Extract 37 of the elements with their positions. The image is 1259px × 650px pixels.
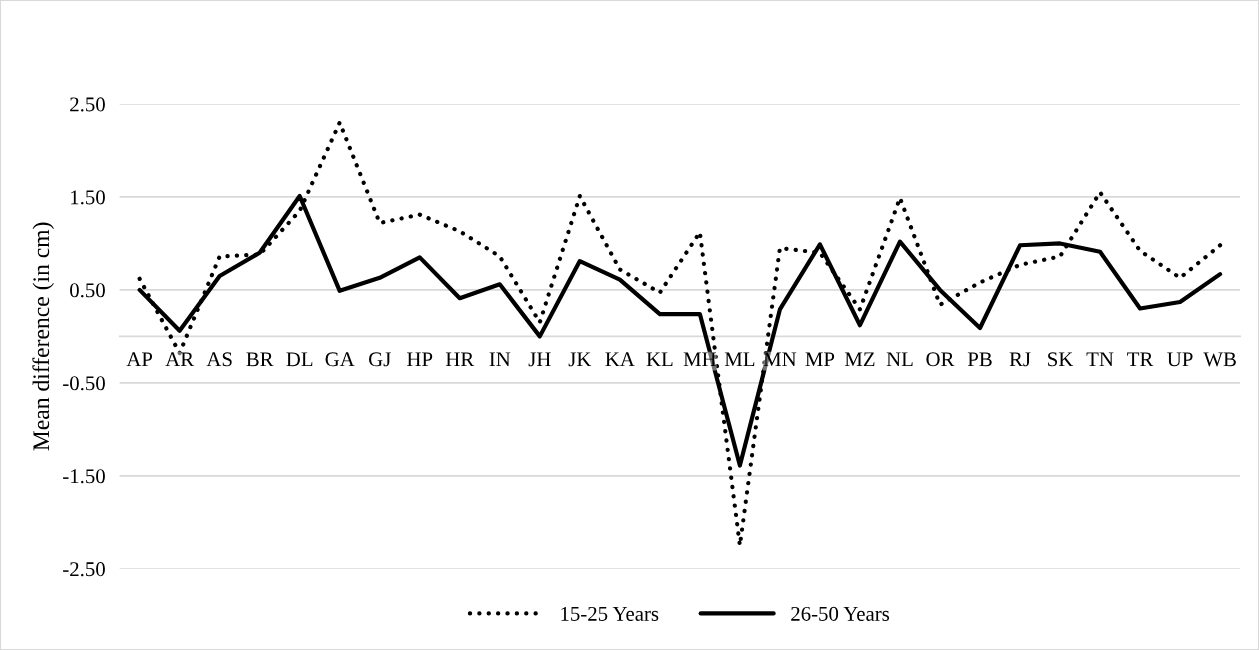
x-tick-label: RJ [1009, 352, 1031, 367]
x-tick-label: GA [325, 352, 355, 367]
x-tick-label: JK [568, 352, 592, 367]
y-axis-title: Mean difference (in cm) [32, 222, 54, 451]
x-tick-label: HR [445, 352, 475, 367]
x-tick-label: MZ [844, 352, 875, 367]
x-tick-label: JH [528, 352, 551, 367]
x-tick-label: GJ [369, 352, 391, 367]
x-tick-label: SK [1048, 352, 1074, 367]
y-tick-label: -2.50 [63, 562, 105, 577]
x-tick-label: ML [724, 352, 755, 367]
x-tick-label: BR [246, 352, 274, 367]
x-tick-label: MH [683, 352, 717, 367]
x-tick-label: TN [1086, 352, 1114, 367]
x-tick-label: TR [1127, 352, 1154, 367]
x-tick-label: HP [407, 352, 433, 367]
y-tick-label: -0.50 [63, 376, 105, 391]
x-tick-label: MP [805, 352, 835, 367]
x-tick-label: OR [926, 352, 955, 367]
y-tick-label: 1.50 [71, 190, 105, 205]
x-tick-label: UP [1167, 352, 1193, 367]
x-tick-label: AP [126, 352, 153, 367]
legend-label: 26-50 Years [791, 606, 890, 621]
x-tick-label: AR [165, 352, 195, 367]
legend-label: 15-25 Years [561, 606, 659, 621]
x-tick-label: KL [646, 352, 673, 367]
y-tick-label: 2.50 [70, 97, 105, 112]
x-tick-label: DL [286, 352, 313, 367]
x-tick-label: WB [1203, 352, 1236, 367]
y-tick-label: 0.50 [70, 283, 105, 298]
x-tick-label: PB [967, 352, 992, 367]
x-tick-label: NL [886, 352, 913, 367]
x-tick-label: IN [489, 352, 511, 367]
x-tick-label: MN [763, 352, 797, 367]
y-tick-label: -1.50 [63, 469, 105, 484]
x-tick-label: AS [206, 352, 232, 367]
x-tick-label: KA [605, 352, 635, 367]
